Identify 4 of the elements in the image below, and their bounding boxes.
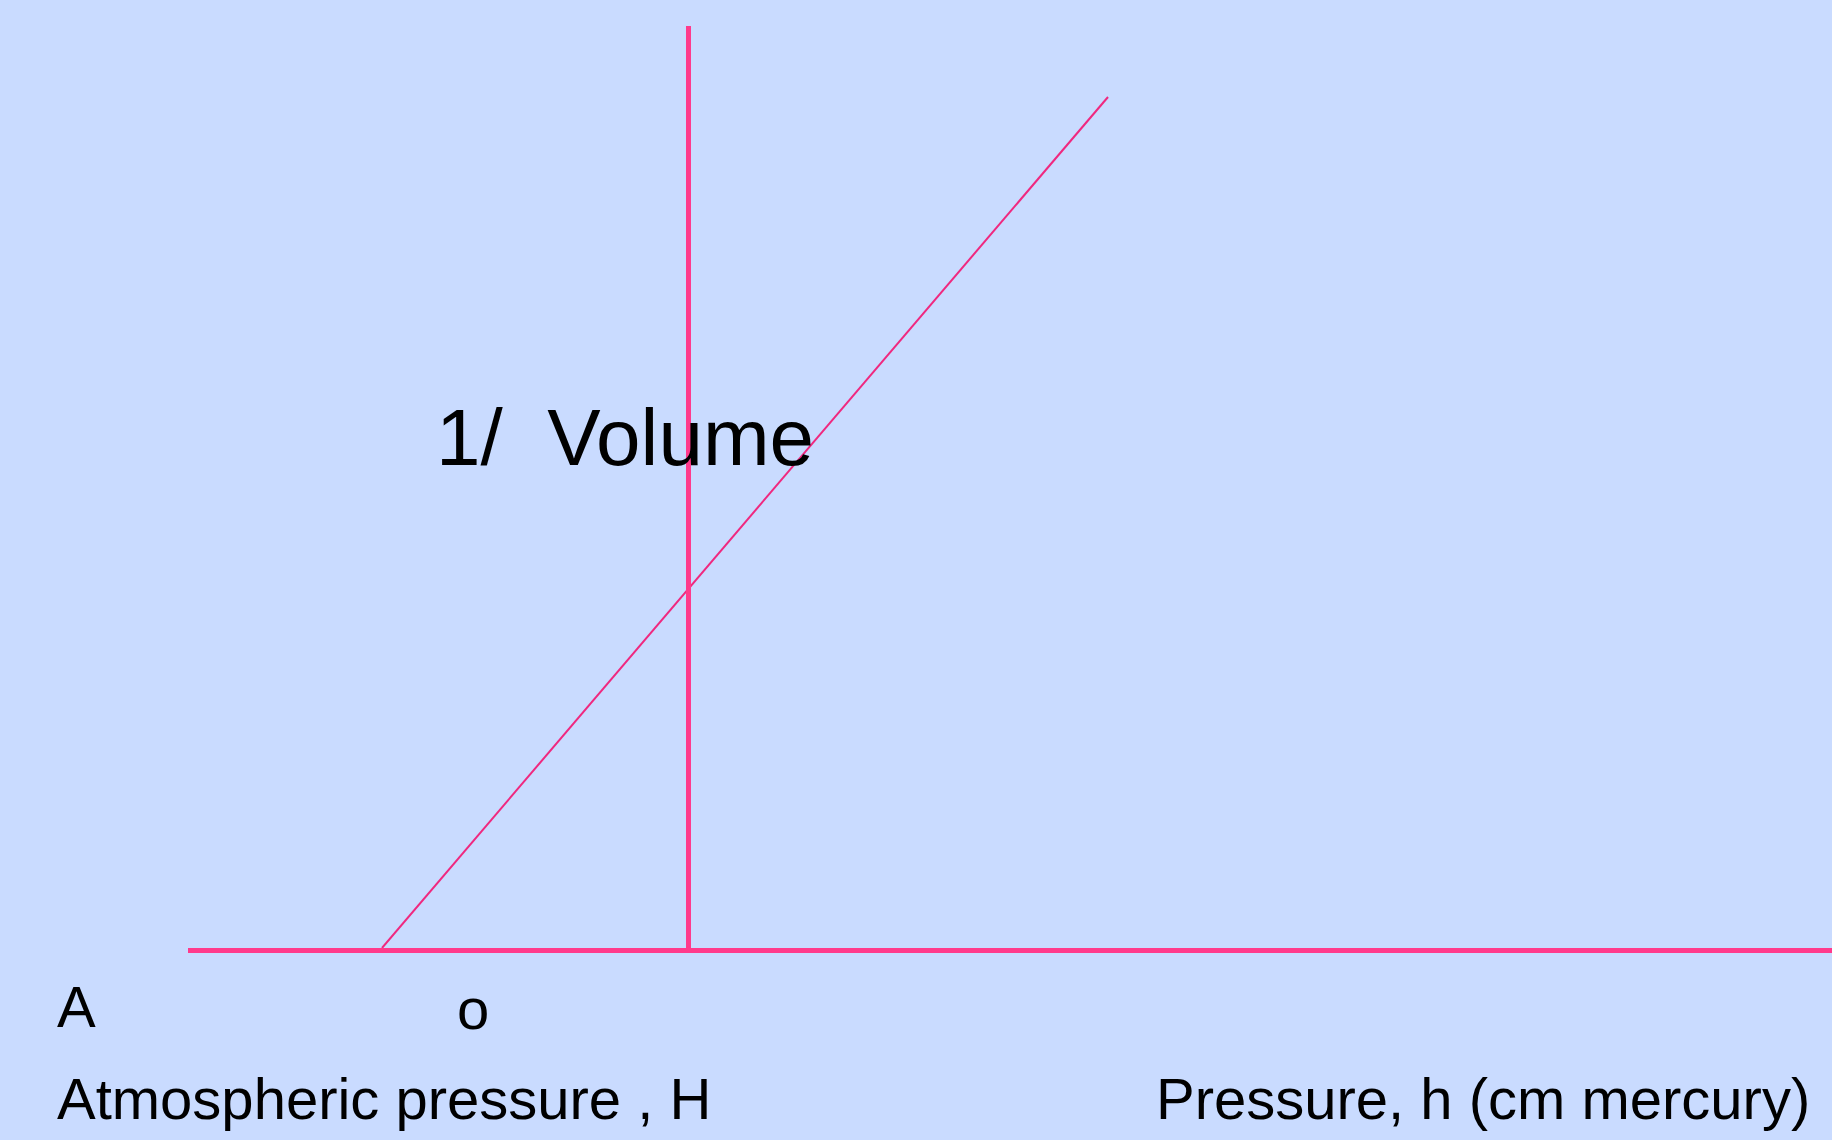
x-axis-title: Pressure, h (cm mercury) (1156, 1066, 1811, 1131)
text: Atmospheric pressure , H (57, 1066, 712, 1131)
text: o (457, 976, 490, 1041)
text: A (57, 974, 96, 1039)
